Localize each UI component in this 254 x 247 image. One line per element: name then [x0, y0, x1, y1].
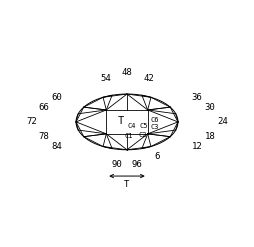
Text: 36: 36	[192, 93, 202, 102]
Text: 72: 72	[26, 117, 37, 126]
Text: 18: 18	[204, 132, 215, 141]
Text: 42: 42	[143, 74, 154, 83]
Text: C5: C5	[139, 123, 148, 129]
Text: C1: C1	[124, 133, 133, 139]
Text: C6: C6	[151, 117, 159, 123]
Text: 24: 24	[217, 117, 228, 126]
Text: C2: C2	[139, 132, 147, 139]
Text: 96: 96	[132, 160, 143, 169]
Text: 48: 48	[122, 68, 132, 77]
Text: T: T	[124, 180, 130, 189]
Text: C3: C3	[151, 124, 159, 130]
Text: 60: 60	[52, 93, 62, 102]
Text: 12: 12	[192, 142, 202, 151]
Text: C4: C4	[128, 123, 136, 129]
Text: 66: 66	[39, 103, 50, 112]
Text: 6: 6	[155, 152, 160, 161]
Text: 54: 54	[100, 74, 111, 83]
Text: T: T	[118, 116, 124, 126]
Text: 78: 78	[39, 132, 50, 141]
Text: 30: 30	[204, 103, 215, 112]
Text: 84: 84	[52, 142, 62, 151]
Text: 90: 90	[111, 160, 122, 169]
